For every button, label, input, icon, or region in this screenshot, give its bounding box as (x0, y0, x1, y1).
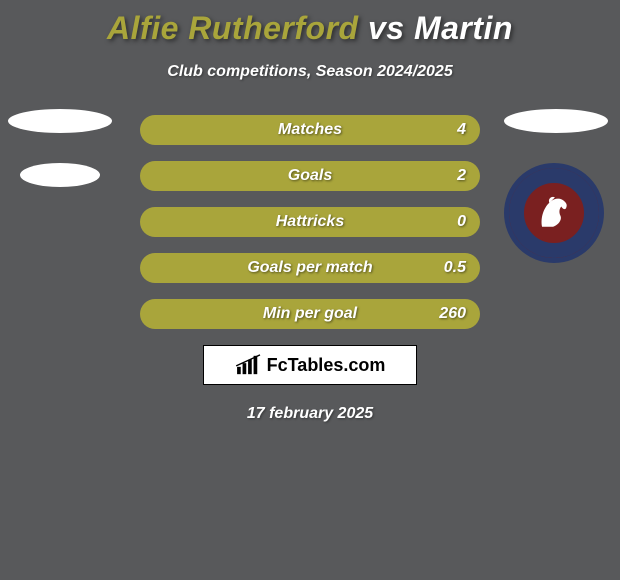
stat-value-right: 0 (457, 213, 466, 231)
comparison-infographic: Alfie Rutherford vs Martin Club competit… (0, 0, 620, 423)
placeholder-ellipse (504, 109, 608, 133)
stat-bar: Matches 4 (140, 115, 480, 145)
stat-bar: Min per goal 260 (140, 299, 480, 329)
stat-value-right: 0.5 (444, 259, 466, 277)
stat-bars: Matches 4 Goals 2 Hattricks 0 Goals per … (140, 115, 480, 329)
club-badge-icon (504, 163, 604, 263)
player1-avatar-area (8, 109, 112, 217)
bar-chart-icon (235, 354, 263, 376)
stat-bar: Goals 2 (140, 161, 480, 191)
page-title: Alfie Rutherford vs Martin (0, 10, 620, 47)
stat-label: Goals (288, 167, 332, 185)
stat-bar: Hattricks 0 (140, 207, 480, 237)
logo-text: FcTables.com (267, 355, 386, 376)
stat-value-right: 260 (439, 305, 466, 323)
content-area: Matches 4 Goals 2 Hattricks 0 Goals per … (0, 115, 620, 423)
title-player1: Alfie Rutherford (107, 10, 359, 46)
subtitle: Club competitions, Season 2024/2025 (0, 63, 620, 81)
placeholder-ellipse (8, 109, 112, 133)
horse-icon (531, 190, 577, 236)
title-vs: vs (359, 10, 414, 46)
placeholder-ellipse (20, 163, 100, 187)
stat-label: Goals per match (247, 259, 372, 277)
stat-label: Hattricks (276, 213, 344, 231)
stat-bar: Goals per match 0.5 (140, 253, 480, 283)
title-player2: Martin (414, 10, 513, 46)
stat-label: Min per goal (263, 305, 357, 323)
player2-avatar-area (504, 109, 608, 263)
stat-value-right: 2 (457, 167, 466, 185)
date-label: 17 february 2025 (0, 405, 620, 423)
stat-value-right: 4 (457, 121, 466, 139)
fctables-logo: FcTables.com (203, 345, 417, 385)
stat-label: Matches (278, 121, 342, 139)
